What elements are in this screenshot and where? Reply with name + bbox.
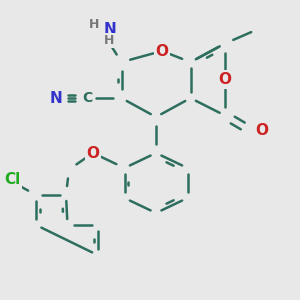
- Text: H: H: [89, 17, 100, 31]
- Text: Cl: Cl: [4, 172, 20, 188]
- Text: H: H: [104, 34, 115, 47]
- Text: C: C: [82, 91, 92, 105]
- Text: O: O: [218, 72, 232, 87]
- Text: O: O: [155, 44, 169, 59]
- Text: O: O: [86, 146, 100, 160]
- Text: N: N: [50, 91, 63, 106]
- Text: O: O: [255, 123, 268, 138]
- Text: N: N: [103, 22, 116, 38]
